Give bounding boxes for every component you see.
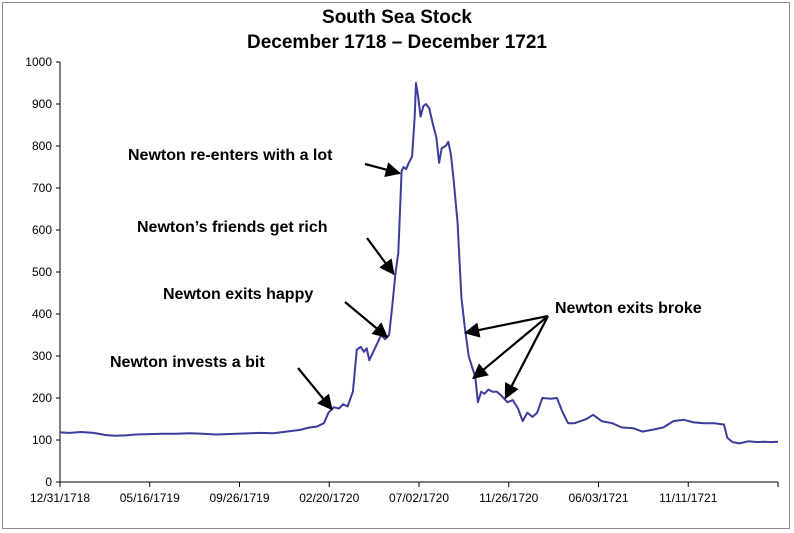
y-tick-label: 800 <box>32 139 52 153</box>
x-tick-label: 12/31/1718 <box>30 491 90 505</box>
annotation-arrow <box>472 315 549 380</box>
y-tick-label: 0 <box>45 475 52 489</box>
x-tick-label: 11/26/1720 <box>479 491 538 505</box>
y-tick-label: 1000 <box>25 55 52 69</box>
annotation-arrow <box>463 314 549 338</box>
annotation-label: Newton exits happy <box>163 286 313 303</box>
series-line <box>59 82 779 445</box>
x-tick-label: 05/16/1719 <box>120 491 180 505</box>
annotation-label: Newton’s friends get rich <box>137 219 328 236</box>
x-tick-label: 09/26/1719 <box>209 491 269 505</box>
annotation-arrow <box>504 315 549 400</box>
x-tick-label: 06/03/1721 <box>568 491 628 505</box>
annotation-arrow <box>297 367 333 411</box>
annotation-label: Newton exits broke <box>555 300 702 317</box>
y-tick-label: 200 <box>32 391 52 405</box>
x-tick-label: 02/20/1720 <box>299 491 359 505</box>
annotation-arrow <box>344 301 389 338</box>
y-tick-label: 400 <box>32 307 52 321</box>
annotation-arrow <box>366 237 395 276</box>
y-tick-label: 600 <box>32 223 52 237</box>
y-tick-label: 500 <box>32 265 52 279</box>
chart-title: South Sea Stock <box>322 7 472 28</box>
chart-subtitle: December 1718 – December 1721 <box>247 32 547 53</box>
y-tick-label: 900 <box>32 97 52 111</box>
x-tick-label: 07/02/1720 <box>389 491 449 505</box>
y-tick-label: 100 <box>32 433 52 447</box>
x-tick-label: 11/11/1721 <box>659 491 718 505</box>
y-tick-label: 700 <box>32 181 52 195</box>
y-tick-label: 300 <box>32 349 52 363</box>
annotation-arrow <box>364 162 402 178</box>
annotation-label: Newton re-enters with a lot <box>128 147 333 164</box>
annotation-label: Newton invests a bit <box>110 354 265 371</box>
